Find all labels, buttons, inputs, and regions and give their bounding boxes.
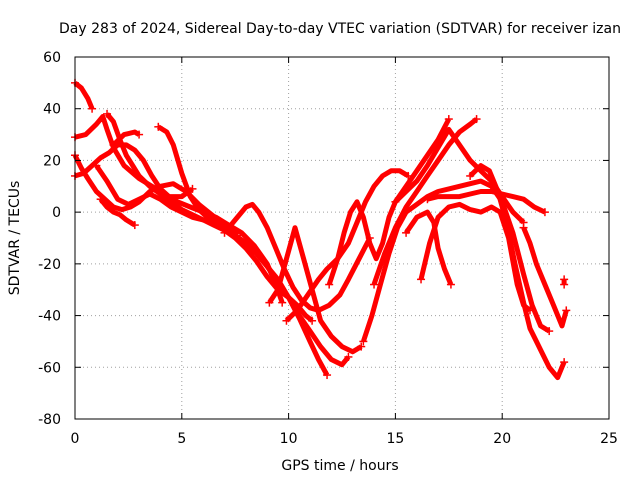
y-tick-label: 0 <box>52 205 61 221</box>
series-line <box>393 126 526 225</box>
series-line <box>371 117 479 286</box>
y-tick-label: -80 <box>38 412 61 428</box>
series-line <box>521 226 569 329</box>
x-tick-label: 0 <box>71 431 80 447</box>
y-axis-ticks: -80 -60 -40 -20 0 20 40 60 <box>38 50 609 428</box>
x-tick-label: 25 <box>600 431 618 447</box>
plot-frame <box>74 56 610 420</box>
x-tick-label: 15 <box>386 431 404 447</box>
series-track-21 <box>519 223 571 329</box>
series-track-9 <box>154 122 353 368</box>
x-tick-label: 5 <box>177 431 186 447</box>
series-line <box>284 168 410 323</box>
x-axis-ticks: 0 5 10 15 20 25 <box>71 57 618 447</box>
series-track-20 <box>466 163 569 381</box>
series-line <box>426 189 546 215</box>
y-tick-label: 40 <box>43 102 61 118</box>
series-track-6 <box>96 195 139 230</box>
series-track-13 <box>325 115 453 289</box>
y-tick-label: -60 <box>38 360 61 376</box>
y-tick-label: -20 <box>38 257 61 273</box>
series-track-14 <box>359 178 554 346</box>
series-layer <box>71 78 571 381</box>
chart-title: Day 283 of 2024, Sidereal Day-to-day VTE… <box>59 21 621 37</box>
series-track-12 <box>282 168 413 325</box>
series-line <box>98 197 137 228</box>
series-track-16 <box>391 126 528 227</box>
y-tick-label: 20 <box>43 153 61 169</box>
series-line <box>94 164 330 377</box>
series-track-8 <box>109 129 144 149</box>
y-tick-label: -40 <box>38 309 61 325</box>
series-line <box>105 112 314 323</box>
y-tick-label: 60 <box>43 50 61 66</box>
series-line <box>468 163 567 381</box>
series-line <box>74 142 194 200</box>
series-track-22 <box>560 275 569 289</box>
series-line <box>361 178 551 343</box>
series-track-11 <box>265 225 366 355</box>
series-line <box>111 129 141 147</box>
series-line <box>73 80 95 110</box>
series-line <box>222 201 373 313</box>
series-track-19 <box>423 189 549 217</box>
series-line <box>156 124 351 368</box>
x-tick-label: 20 <box>493 431 511 447</box>
series-track-15 <box>370 115 481 289</box>
x-axis-label: GPS time / hours <box>281 458 398 474</box>
series-track-10 <box>220 201 374 313</box>
series-track-5 <box>92 161 332 380</box>
y-axis-label: SDTVAR / TECUs <box>7 181 23 296</box>
series-line <box>326 117 452 286</box>
series-track-7 <box>103 109 317 325</box>
x-tick-label: 10 <box>280 431 298 447</box>
